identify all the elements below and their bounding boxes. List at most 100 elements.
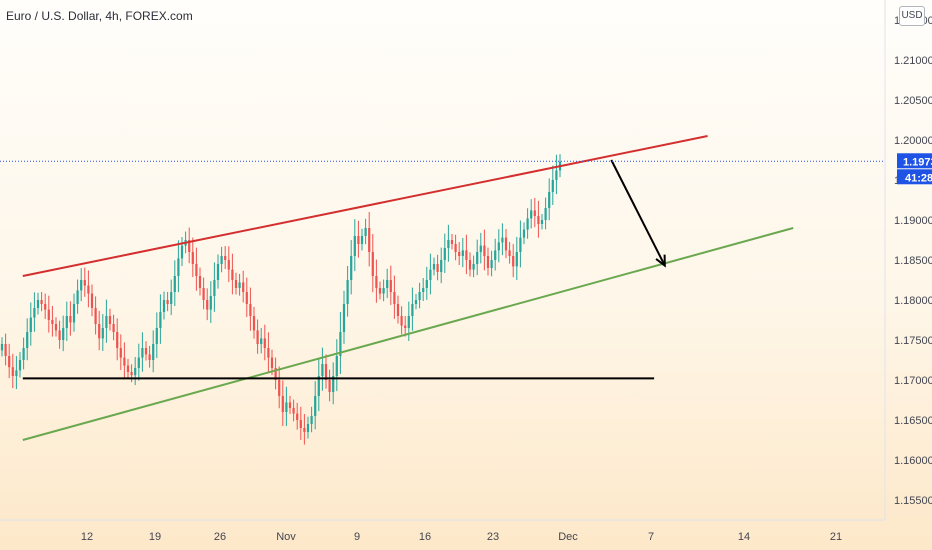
candle-body — [105, 316, 108, 328]
candle — [26, 318, 29, 361]
candle-body — [162, 300, 166, 312]
candle — [483, 229, 486, 271]
candle-body — [497, 242, 500, 251]
currency-button[interactable]: USD — [899, 6, 925, 26]
price-axis[interactable]: 1.215001.210001.205001.200001.195001.190… — [894, 15, 932, 507]
candle-body — [141, 348, 144, 358]
candle — [231, 253, 234, 295]
candle — [501, 223, 504, 256]
candle — [321, 347, 324, 391]
candle — [105, 299, 108, 343]
candle-body — [285, 402, 288, 412]
candle-body — [537, 216, 540, 224]
candle — [512, 244, 515, 278]
candle — [458, 242, 461, 265]
candle-body — [314, 396, 317, 416]
price-tick-label: 1.20500 — [894, 95, 932, 107]
candle — [4, 333, 7, 366]
candle — [90, 284, 94, 317]
countdown-label: 41:28 — [905, 172, 932, 184]
candle-body — [454, 244, 457, 252]
candle-body — [508, 250, 511, 256]
candle — [278, 366, 281, 409]
price-tick-label: 1.18500 — [894, 255, 932, 267]
candle-body — [544, 208, 547, 220]
candle-body — [101, 328, 104, 339]
candle-body — [324, 364, 328, 380]
candle-body — [429, 269, 432, 280]
candle — [396, 295, 400, 324]
candle — [526, 208, 529, 239]
candle — [177, 240, 180, 293]
candle-body — [130, 372, 133, 376]
candle — [454, 234, 457, 261]
candle-body — [364, 228, 367, 236]
candle — [281, 380, 284, 427]
candle — [263, 324, 266, 361]
candle-body — [504, 237, 508, 251]
candle-body — [296, 413, 299, 420]
candle — [519, 220, 522, 268]
candle — [360, 228, 364, 251]
price-tick-label: 1.20000 — [894, 135, 932, 147]
candle-body — [400, 316, 403, 326]
candle-body — [173, 276, 176, 292]
candle — [393, 275, 396, 319]
candle-body — [522, 229, 526, 238]
candle-body — [267, 348, 270, 358]
candle-body — [436, 264, 439, 272]
candle — [83, 267, 86, 297]
candle — [47, 295, 50, 333]
candle-body — [4, 344, 7, 356]
candlestick-series — [0, 154, 562, 445]
candle-body — [382, 288, 385, 294]
candle-body — [51, 320, 54, 324]
candle — [314, 381, 317, 430]
candle — [508, 241, 511, 264]
candle-body — [198, 276, 202, 288]
candle-body — [40, 300, 43, 304]
candle — [368, 212, 371, 267]
candle — [141, 332, 144, 372]
candle — [252, 306, 256, 339]
candle-body — [483, 245, 486, 256]
time-tick-label: Dec — [558, 531, 578, 543]
candle — [432, 257, 436, 276]
candle-body — [159, 312, 162, 328]
candle — [108, 308, 112, 331]
candle-body — [555, 170, 558, 180]
candle-body — [371, 252, 374, 276]
candle-body — [288, 402, 292, 408]
support-trendline[interactable] — [22, 227, 794, 441]
candle — [371, 234, 374, 293]
candle — [468, 252, 472, 277]
candle — [461, 237, 464, 268]
candle-body — [353, 236, 356, 256]
candle — [76, 279, 79, 314]
candle — [162, 291, 166, 320]
candle — [227, 246, 230, 282]
candle-body — [155, 328, 158, 344]
candle — [94, 296, 97, 335]
candle-body — [407, 316, 410, 328]
candle — [425, 266, 428, 300]
candle-body — [447, 240, 450, 248]
candle-body — [144, 348, 148, 355]
candle-body — [461, 250, 464, 256]
candle-body — [119, 348, 122, 358]
candle-body — [227, 260, 230, 270]
candle — [288, 395, 292, 414]
candle — [389, 265, 392, 305]
resistance-trendline[interactable] — [22, 135, 708, 277]
candle — [8, 343, 11, 379]
candle-body — [332, 376, 335, 392]
candle — [0, 337, 4, 357]
candle-body — [206, 300, 209, 310]
candle — [404, 316, 407, 337]
candle-body — [83, 280, 86, 286]
time-axis[interactable]: 12 19 26 Nov 9 16 23 Dec 7 14 21 — [81, 531, 842, 543]
projection-arrow[interactable] — [610, 159, 666, 267]
candle-body — [126, 365, 130, 372]
candle-body — [209, 296, 212, 310]
